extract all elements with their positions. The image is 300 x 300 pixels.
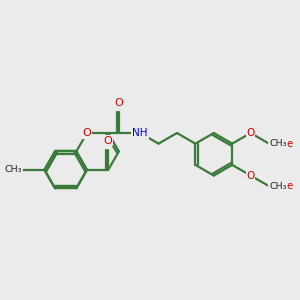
Text: CH₃: CH₃: [269, 182, 286, 191]
Text: CH₃: CH₃: [269, 139, 286, 148]
Text: O: O: [247, 128, 255, 138]
Text: O: O: [82, 128, 91, 138]
Text: CH₃: CH₃: [5, 165, 22, 174]
Text: O: O: [104, 136, 112, 146]
Text: O: O: [115, 98, 123, 109]
Text: OMe: OMe: [271, 139, 293, 148]
Text: NH: NH: [132, 128, 148, 138]
Text: OMe: OMe: [271, 181, 293, 191]
Text: O: O: [247, 170, 255, 181]
